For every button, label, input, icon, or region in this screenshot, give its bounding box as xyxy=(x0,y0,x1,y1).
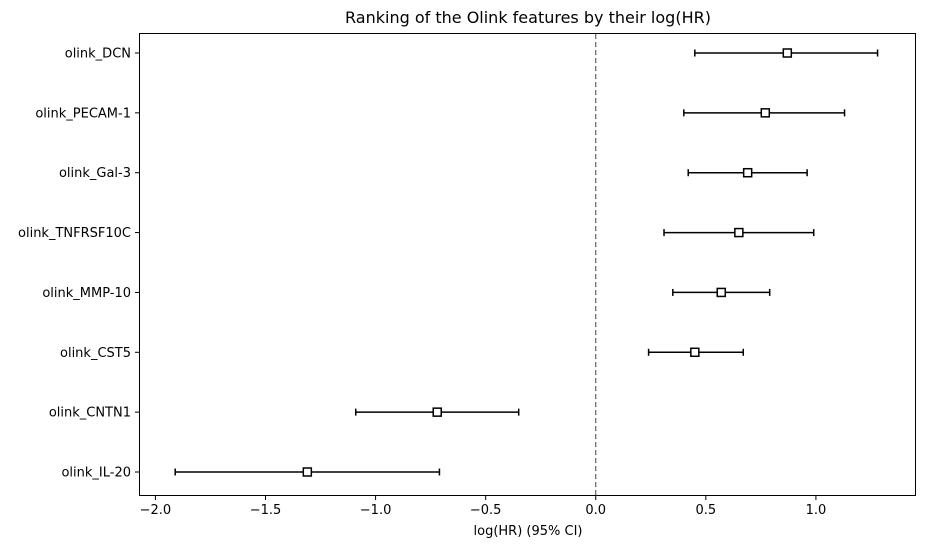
point-estimate-marker xyxy=(432,407,442,417)
point-estimate-marker xyxy=(742,167,753,178)
point-estimate-marker xyxy=(782,48,793,58)
chart-title: Ranking of the Olink features by their l… xyxy=(345,8,711,27)
y-tick-label: olink_DCN xyxy=(65,47,131,62)
point-estimate-marker xyxy=(302,467,313,477)
point-estimate-marker xyxy=(760,108,771,118)
y-tick-label: olink_PECAM-1 xyxy=(35,106,131,121)
x-tick-label: 0.5 xyxy=(695,503,716,518)
y-tick-label: olink_TNFRSF10C xyxy=(18,226,131,241)
x-tick-label: −1.0 xyxy=(360,503,392,518)
x-tick-label: −2.0 xyxy=(140,503,172,518)
x-axis-label: log(HR) (95% CI) xyxy=(474,524,583,539)
point-estimate-marker xyxy=(690,347,700,358)
y-tick-label: olink_MMP-10 xyxy=(42,286,131,301)
plot-frame xyxy=(139,33,916,496)
x-tick-label: 0.0 xyxy=(585,503,606,518)
plot-area: −2.0 −1.5 −1.0 −0.5 0.0 0.5 1.0 olink_DCN olink_… xyxy=(18,34,879,518)
x-tick-label: −1.5 xyxy=(250,503,282,518)
point-estimate-marker xyxy=(716,287,726,298)
x-tick-label: −0.5 xyxy=(470,503,502,518)
y-tick-label: olink_Gal-3 xyxy=(59,166,131,181)
y-tick-label: olink_IL-20 xyxy=(61,466,131,481)
y-tick-label: olink_CNTN1 xyxy=(49,406,131,421)
x-tick-label: 1.0 xyxy=(806,503,827,518)
point-estimate-marker xyxy=(734,227,744,238)
y-tick-label: olink_CST5 xyxy=(60,346,131,361)
